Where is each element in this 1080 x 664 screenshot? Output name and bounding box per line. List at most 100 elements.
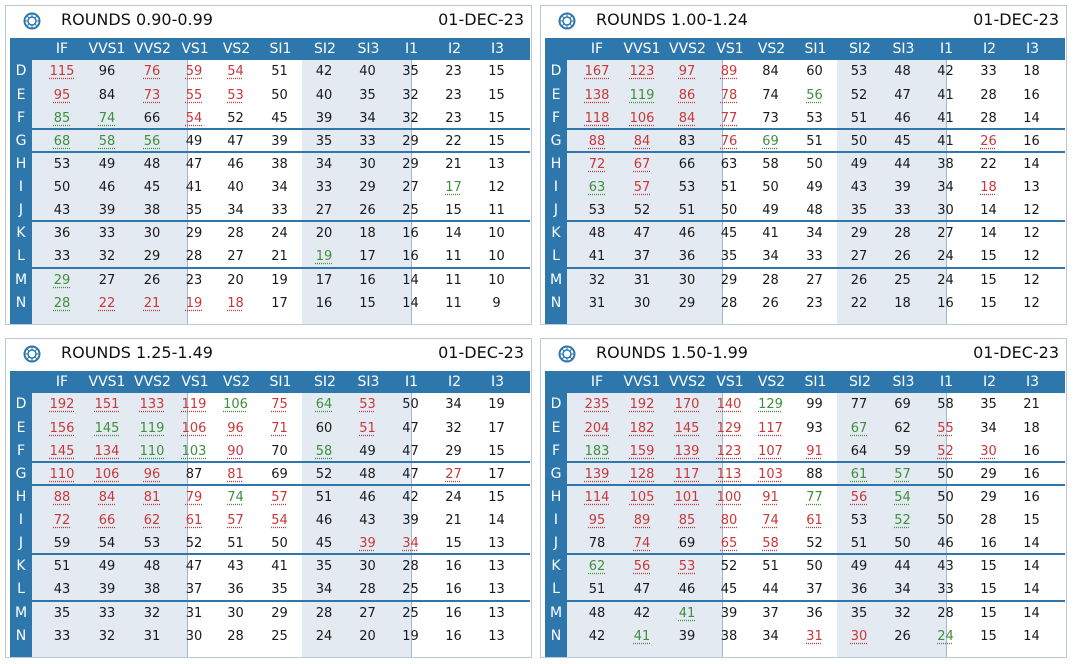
price-cell: 27 — [445, 467, 462, 482]
price-cell: 31 — [633, 273, 651, 288]
price-cell: 80 — [720, 513, 738, 528]
column-header: VVS2 — [669, 41, 706, 57]
price-cell: 23 — [445, 64, 462, 79]
price-cell: 32 — [98, 629, 116, 644]
price-cell: 16 — [1023, 490, 1040, 505]
price-cell: 41 — [937, 134, 954, 149]
price-cell: 13 — [488, 582, 505, 597]
price-cell: 76 — [720, 134, 738, 149]
price-cell: 47 — [402, 421, 419, 436]
price-cell: 103 — [758, 467, 783, 482]
price-cell: 10 — [488, 226, 505, 241]
price-cell: 25 — [402, 203, 419, 218]
column-header: SI2 — [314, 374, 336, 390]
price-cell: 119 — [139, 421, 165, 436]
price-cell: 37 — [762, 606, 779, 621]
price-cell: 46 — [937, 536, 954, 551]
price-cell: 23 — [806, 296, 823, 311]
price-cell: 46 — [678, 582, 696, 597]
price-cell: 43 — [53, 203, 71, 218]
price-cell: 49 — [806, 180, 823, 195]
row-divider — [567, 151, 1065, 153]
price-cell: 20 — [315, 226, 333, 241]
price-cell: 85 — [53, 111, 71, 126]
row-header: N — [550, 295, 562, 311]
price-cell: 58 — [315, 444, 333, 459]
price-cell: 27 — [806, 273, 823, 288]
row-divider — [32, 267, 530, 269]
price-cell: 84 — [762, 64, 779, 79]
price-cell: 50 — [806, 157, 823, 172]
price-cell: 16 — [445, 606, 462, 621]
price-cell: 47 — [402, 444, 419, 459]
price-cell: 14 — [488, 513, 505, 528]
price-cell: 30 — [850, 629, 868, 644]
price-cell: 99 — [806, 397, 823, 412]
price-cell: 14 — [1023, 629, 1040, 644]
price-cell: 51 — [720, 180, 738, 195]
price-cell: 26 — [894, 629, 911, 644]
price-cell: 73 — [143, 88, 161, 103]
price-cell: 55 — [185, 88, 203, 103]
price-cell: 25 — [271, 629, 288, 644]
price-cell: 53 — [850, 513, 868, 528]
price-cell: 22 — [850, 296, 868, 311]
column-header: VVS2 — [669, 374, 706, 390]
price-cell: 41 — [271, 559, 288, 574]
price-cell: 151 — [94, 397, 120, 412]
column-header: SI1 — [269, 374, 292, 390]
price-cell: 47 — [894, 88, 911, 103]
row-header: H — [550, 489, 562, 505]
price-cell: 75 — [271, 397, 288, 412]
price-cell: 48 — [143, 157, 161, 172]
price-cell: 77 — [720, 111, 738, 126]
row-header: F — [551, 110, 561, 126]
price-cell: 29 — [53, 273, 71, 288]
price-cell: 49 — [98, 157, 116, 172]
row-header: D — [550, 63, 562, 79]
price-cell: 65 — [720, 536, 738, 551]
price-cell: 118 — [584, 111, 610, 126]
price-cell: 28 — [980, 111, 997, 126]
column-header: SI3 — [892, 41, 915, 57]
row-header: I — [553, 512, 559, 528]
price-cell: 53 — [143, 536, 161, 551]
row-divider — [32, 600, 530, 602]
panel-header: ROUNDS 1.50-1.99 01-DEC-23 — [541, 339, 1066, 369]
price-cell: 49 — [98, 559, 116, 574]
price-cell: 28 — [227, 629, 244, 644]
price-cell: 19 — [271, 273, 288, 288]
price-cell: 119 — [181, 397, 207, 412]
column-header: SI2 — [314, 41, 336, 57]
price-cell: 83 — [678, 134, 696, 149]
diamond-ring-icon — [23, 345, 41, 363]
price-cell: 76 — [143, 64, 161, 79]
price-cell: 34 — [359, 111, 376, 126]
price-cell: 26 — [894, 249, 911, 264]
price-cell: 34 — [806, 226, 823, 241]
row-divider — [567, 461, 1065, 463]
price-cell: 32 — [402, 88, 419, 103]
price-cell: 16 — [980, 536, 997, 551]
price-cell: 41 — [633, 629, 651, 644]
price-cell: 31 — [806, 629, 823, 644]
price-cell: 27 — [98, 273, 116, 288]
price-cell: 22 — [98, 296, 116, 311]
price-cell: 52 — [185, 536, 203, 551]
row-divider — [32, 128, 530, 130]
column-header: IF — [590, 41, 604, 57]
price-cell: 16 — [445, 582, 462, 597]
price-cell: 47 — [227, 134, 244, 149]
price-cell: 28 — [937, 606, 954, 621]
price-cell: 25 — [894, 273, 911, 288]
price-cell: 15 — [488, 111, 505, 126]
price-cell: 106 — [181, 421, 207, 436]
price-cell: 46 — [315, 513, 333, 528]
price-cell: 34 — [894, 582, 911, 597]
price-cell: 21 — [445, 513, 462, 528]
price-cell: 45 — [720, 226, 738, 241]
row-header: H — [15, 156, 27, 172]
price-cell: 15 — [980, 296, 997, 311]
price-cell: 13 — [488, 157, 505, 172]
row-divider — [32, 484, 530, 486]
